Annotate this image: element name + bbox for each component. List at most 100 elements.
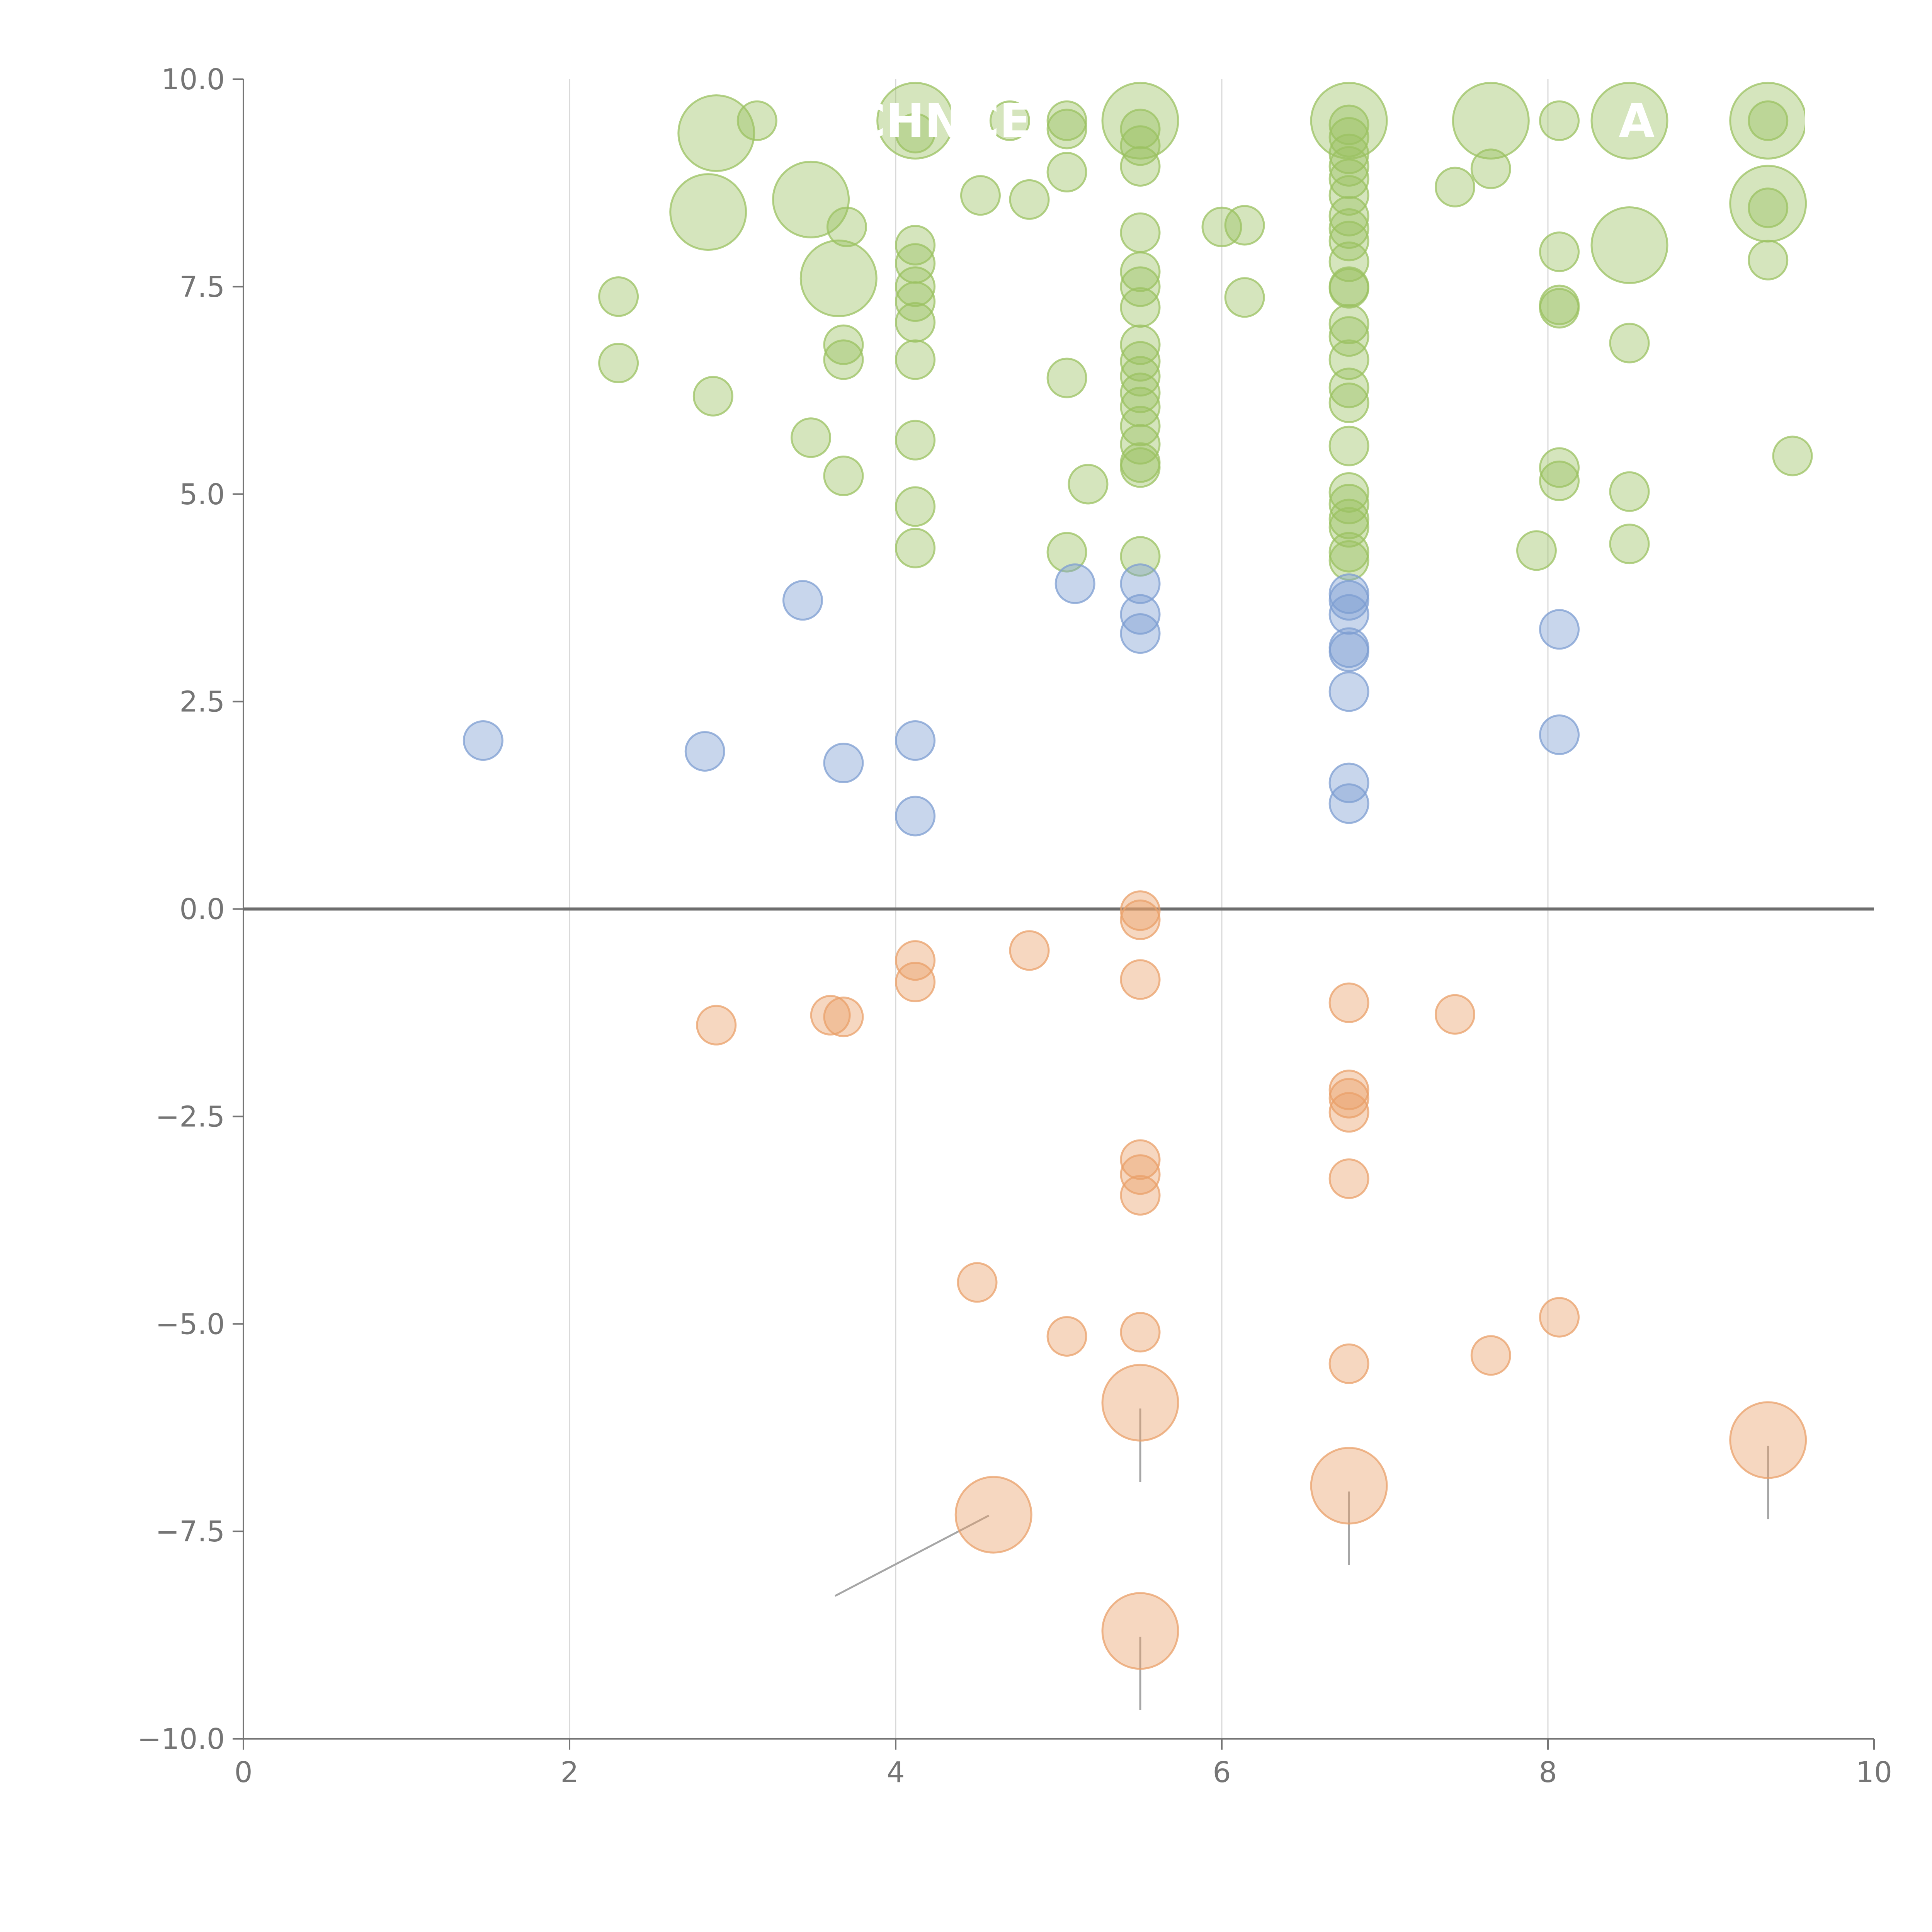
data-point xyxy=(823,743,864,784)
data-point xyxy=(1009,930,1050,971)
x-tick-label: 10 xyxy=(1856,1756,1892,1789)
x-tick-label: 6 xyxy=(1213,1756,1231,1789)
data-point xyxy=(1120,266,1161,307)
data-point xyxy=(1328,316,1369,357)
data-point xyxy=(736,100,777,141)
data-point xyxy=(1609,323,1650,364)
data-point xyxy=(1068,464,1109,505)
data-point xyxy=(1729,82,1807,160)
data-point xyxy=(1046,109,1087,150)
data-point xyxy=(1328,158,1369,199)
data-point xyxy=(823,324,864,365)
data-point xyxy=(1120,251,1161,292)
data-point xyxy=(598,276,639,317)
data-point xyxy=(1310,1447,1388,1525)
data-point xyxy=(1009,179,1050,220)
annotation-label: CE xyxy=(965,94,1031,148)
data-point xyxy=(1120,406,1161,447)
data-point xyxy=(895,527,936,568)
data-point xyxy=(1328,221,1369,262)
data-point xyxy=(1328,383,1369,423)
data-point xyxy=(895,281,936,322)
annotation-leader-line xyxy=(824,262,844,300)
data-point xyxy=(1434,994,1475,1035)
data-point xyxy=(1539,100,1580,141)
data-point xyxy=(1539,714,1580,755)
data-point xyxy=(1328,208,1369,249)
data-point xyxy=(1328,762,1369,803)
data-point xyxy=(1120,356,1161,397)
data-point xyxy=(1328,1343,1369,1384)
annotation-leader-line xyxy=(1476,105,1496,143)
data-point xyxy=(1328,175,1369,216)
annotation-leader-line xyxy=(796,184,816,221)
data-point xyxy=(895,339,936,380)
data-point xyxy=(823,456,864,497)
data-point xyxy=(1054,563,1095,604)
data-point xyxy=(1328,1078,1369,1119)
data-point xyxy=(1328,425,1369,466)
data-point xyxy=(1120,287,1161,328)
data-point xyxy=(1120,1139,1161,1180)
data-point xyxy=(791,417,832,458)
data-point xyxy=(1101,1364,1179,1442)
data-point xyxy=(810,995,851,1036)
data-point xyxy=(895,113,936,154)
data-point xyxy=(1120,959,1161,1000)
data-point xyxy=(1328,1092,1369,1133)
data-point xyxy=(895,720,936,761)
data-point xyxy=(1539,609,1580,650)
data-point xyxy=(1046,357,1087,398)
data-point xyxy=(1772,435,1813,476)
x-tick-label: 0 xyxy=(234,1756,252,1789)
annotation-leader-line xyxy=(1615,105,1634,143)
annotation-label: CHN xyxy=(852,94,963,148)
annotation-leader-line xyxy=(1126,105,1145,143)
data-point xyxy=(1590,206,1668,284)
data-point xyxy=(1516,530,1557,571)
leader-layer xyxy=(694,105,1773,1710)
y-tick-label: 5.0 xyxy=(179,478,225,511)
annotation-label: A xyxy=(1619,94,1655,148)
y-tick-label: 2.5 xyxy=(179,685,225,719)
data-point xyxy=(1470,148,1511,189)
data-point xyxy=(1120,899,1161,940)
data-point xyxy=(782,580,823,621)
annotation-leader-line xyxy=(835,1514,990,1597)
data-point xyxy=(1224,277,1265,318)
data-point xyxy=(1539,1297,1580,1338)
data-point xyxy=(598,342,639,383)
data-point xyxy=(1120,424,1161,465)
data-point xyxy=(1539,288,1580,329)
data-point xyxy=(1046,1316,1087,1357)
data-point xyxy=(669,173,747,251)
dot-layer xyxy=(463,82,1813,1670)
data-point xyxy=(1328,146,1369,187)
data-point xyxy=(1120,109,1161,150)
data-point xyxy=(895,266,936,307)
axis-layer: 0 2 4 6 8 10 −10.0 −7.5 −5.0 −2.5 0.0 2.5 5.0 7.5 10.0 xyxy=(137,63,1892,1789)
data-point xyxy=(1748,187,1789,228)
data-point xyxy=(1120,1175,1161,1216)
data-point xyxy=(1539,447,1580,488)
data-point xyxy=(989,100,1030,141)
data-point xyxy=(1120,447,1161,488)
y-tick-label: 7.5 xyxy=(179,270,225,304)
annotation-leader-line xyxy=(1615,229,1634,267)
data-point xyxy=(1328,631,1369,672)
data-point xyxy=(957,1262,998,1303)
data-point xyxy=(960,175,1001,216)
data-point xyxy=(895,302,936,343)
data-point xyxy=(1120,324,1161,365)
data-point xyxy=(1328,594,1369,635)
data-point xyxy=(1328,507,1369,548)
data-point xyxy=(677,94,755,172)
data-point xyxy=(1328,339,1369,380)
data-point xyxy=(1120,563,1161,604)
data-point xyxy=(1328,580,1369,621)
data-point xyxy=(1328,196,1369,236)
data-point xyxy=(1328,532,1369,573)
data-point xyxy=(1609,524,1650,565)
data-point xyxy=(1609,471,1650,512)
